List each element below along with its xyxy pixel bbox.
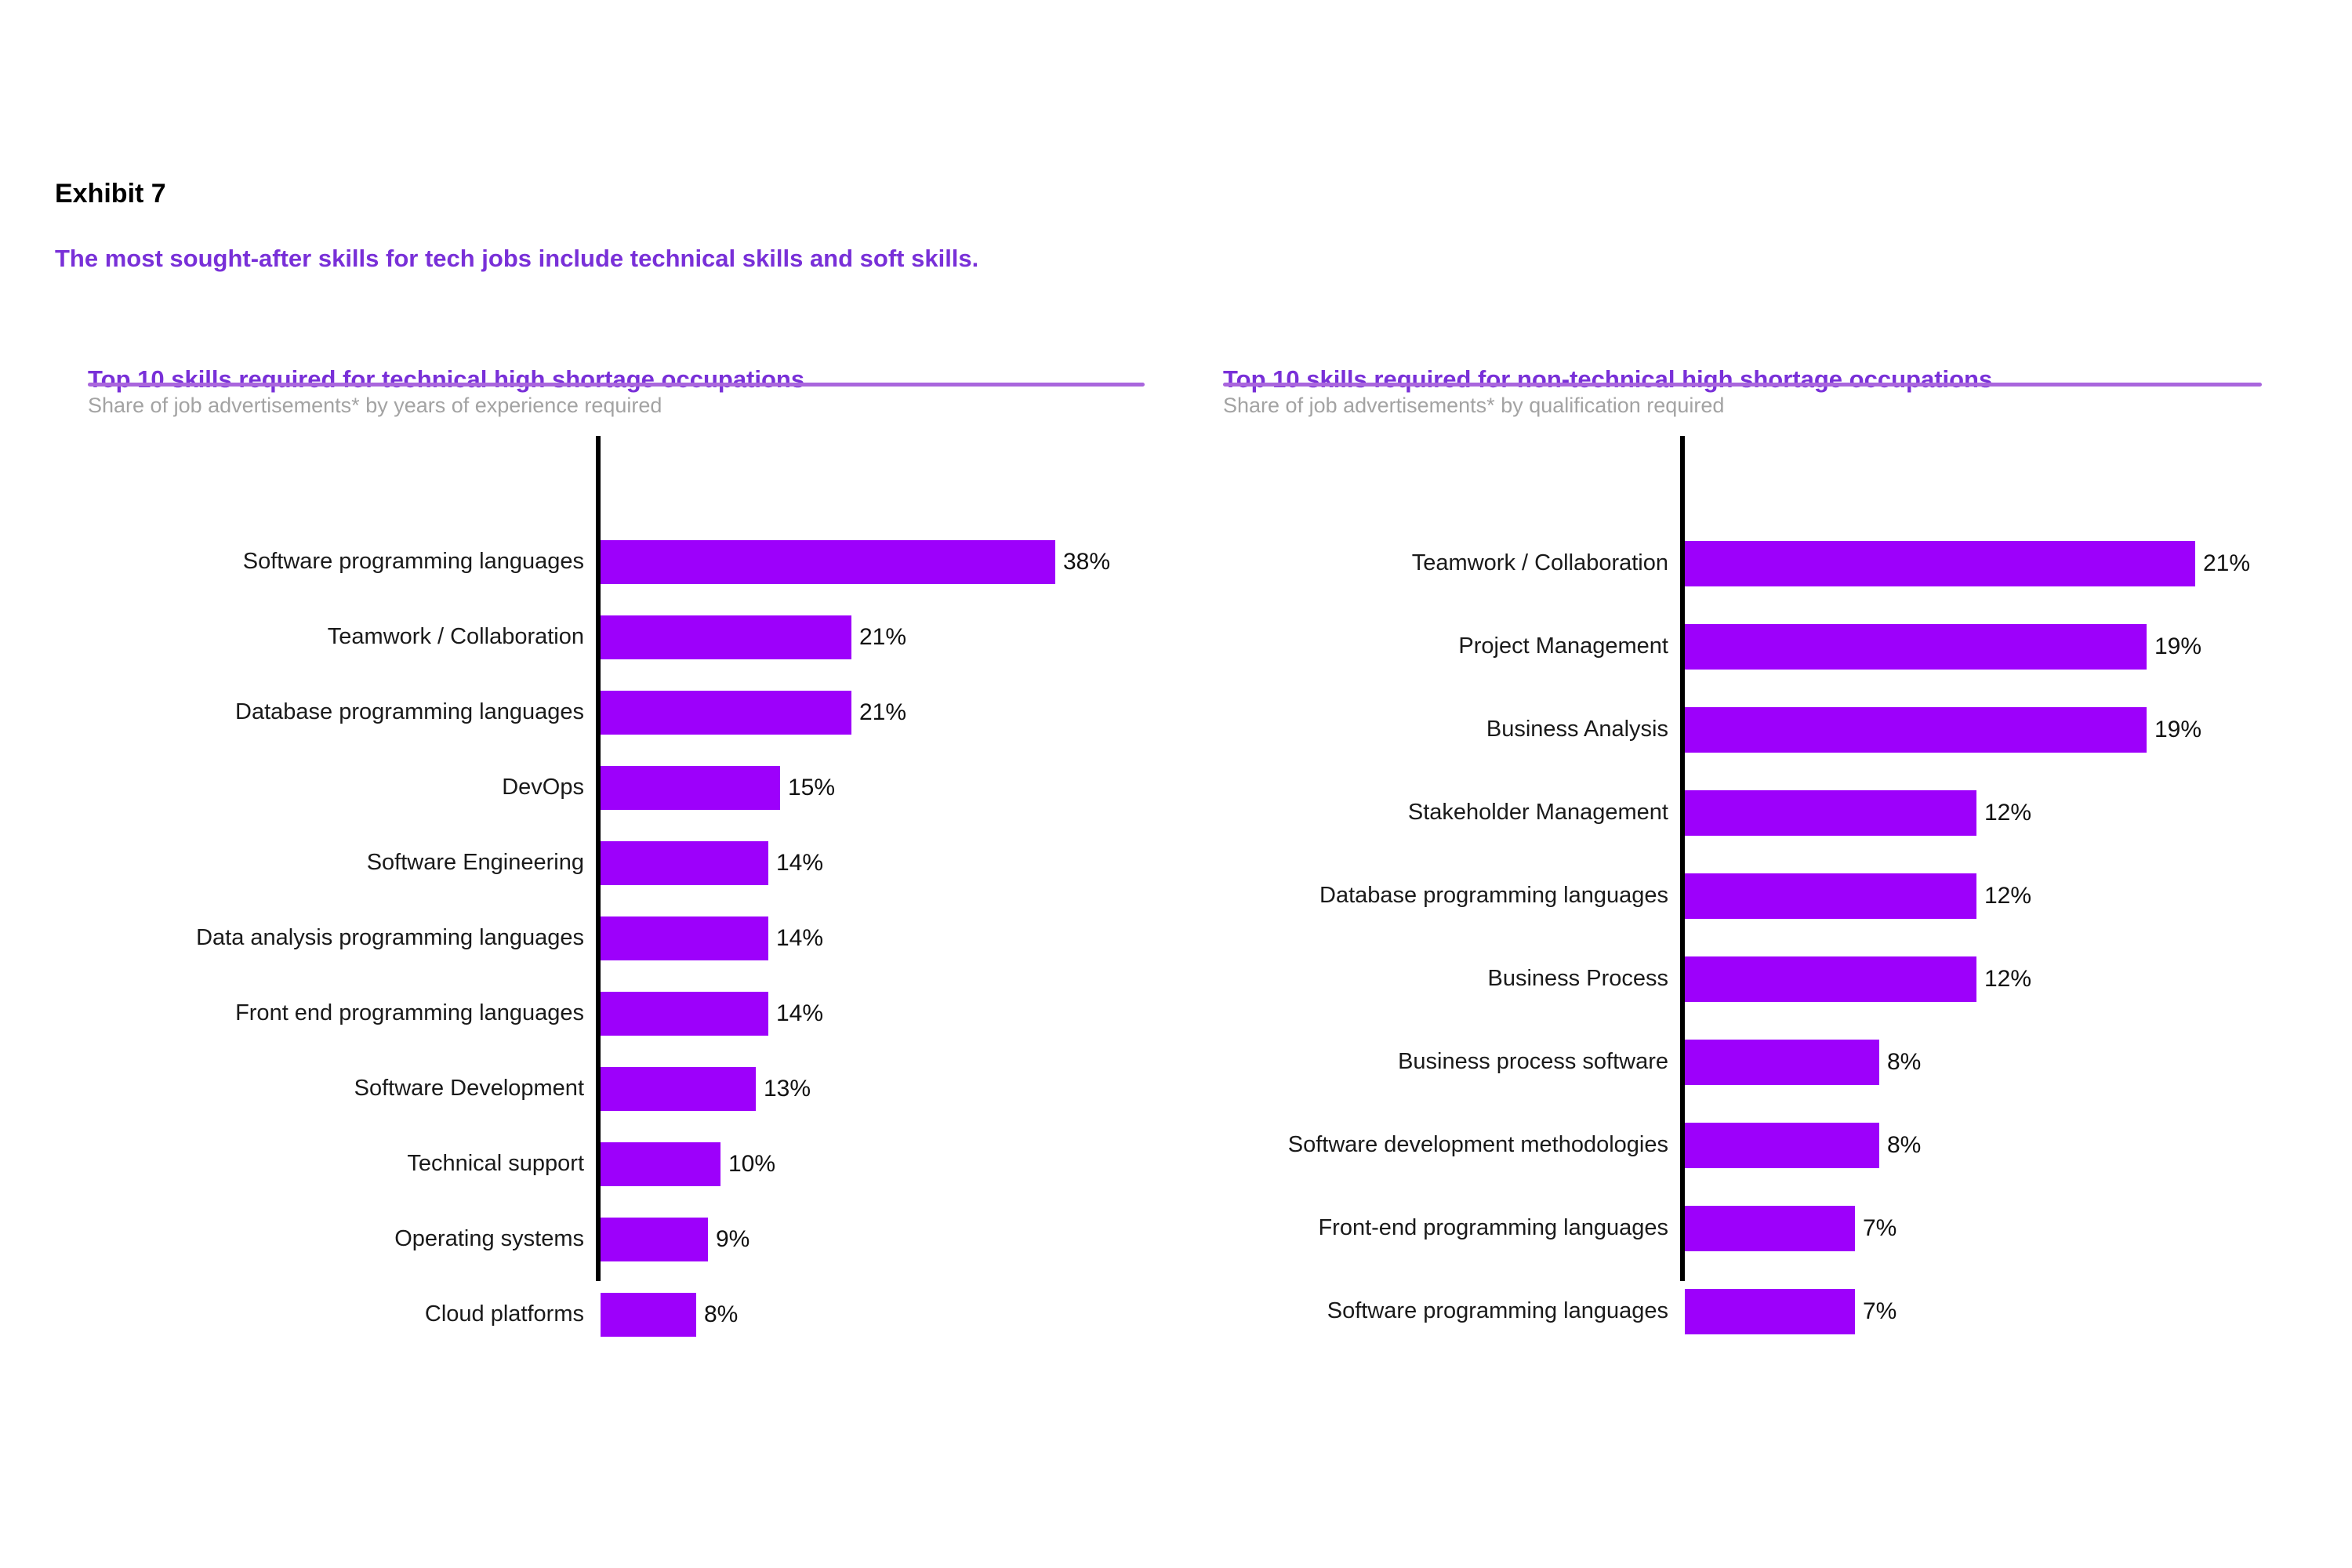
bar [1685,790,1976,836]
bar-row: Technical support 10% [88,1127,1145,1202]
bar [601,992,768,1036]
bar-category-label: Database programming languages [235,699,584,725]
chart-subtitle: Share of job advertisements* by qualific… [1223,394,1725,417]
title-underline [88,383,1145,387]
bar [1685,956,1976,1002]
bar-value-label: 21% [2203,550,2251,576]
bar-value-label: 10% [728,1151,776,1177]
exhibit-statement: The most sought-after skills for tech jo… [55,245,979,272]
bar-category-label: DevOps [502,775,584,800]
bar-row: Operating systems 9% [88,1202,1145,1277]
bar-row: Cloud platforms 8% [88,1277,1145,1352]
bar-value-label: 7% [1863,1298,1897,1324]
bar-value-label: 9% [716,1226,750,1252]
bar-category-label: Data analysis programming languages [196,925,584,951]
bar [601,841,768,885]
bar-category-label: Teamwork / Collaboration [327,624,584,650]
bar-row: Project Management 19% [1223,605,2262,688]
bar-category-label: Software Development [354,1076,584,1102]
bar-row: Teamwork / Collaboration 21% [1223,522,2262,605]
bar [1685,1206,1855,1251]
bar-category-label: Software development methodologies [1287,1132,1668,1158]
bar-category-label: Software Engineering [366,850,584,876]
bar-value-label: 19% [2154,717,2202,742]
bar-category-label: Project Management [1458,633,1668,659]
bar-value-label: 14% [776,1000,824,1026]
bar-value-label: 7% [1863,1215,1897,1241]
bar [601,1218,708,1261]
bar-row: Teamwork / Collaboration 21% [88,600,1145,675]
bar [601,916,768,960]
bar [601,766,780,810]
chart-title: Top 10 skills required for technical hig… [88,365,805,393]
bar-category-label: Stakeholder Management [1407,800,1668,826]
bar-category-label: Database programming languages [1319,883,1668,909]
bar-value-label: 15% [788,775,836,800]
bar [601,1067,756,1111]
bar [601,540,1055,584]
bar-value-label: 21% [859,624,907,650]
bar-category-label: Cloud platforms [424,1301,584,1327]
bar-category-label: Business Process [1487,966,1669,992]
bar-category-label: Software programming languages [242,549,584,575]
title-underline [1223,383,2262,387]
bar-row: Stakeholder Management 12% [1223,771,2262,855]
bar-category-label: Business Analysis [1486,717,1668,742]
bar-row: Database programming languages 12% [1223,855,2262,938]
bar-category-label: Front end programming languages [235,1000,584,1026]
chart-title: Top 10 skills required for non-technical… [1223,365,1993,393]
y-axis-line [596,436,601,1281]
bar-row: DevOps 15% [88,750,1145,826]
bar-row: Software development methodologies 8% [1223,1104,2262,1187]
bar-row: Business process software 8% [1223,1021,2262,1104]
bar-row: Software Development 13% [88,1051,1145,1127]
bar [1685,1123,1879,1168]
bar-category-label: Teamwork / Collaboration [1411,550,1668,576]
bar [1685,624,2147,670]
bar-row: Business Process 12% [1223,938,2262,1021]
bar-category-label: Operating systems [394,1226,584,1252]
bar [601,1293,696,1337]
chart-subtitle: Share of job advertisements* by years of… [88,394,662,417]
bar-value-label: 12% [1984,966,2032,992]
bar-value-label: 14% [776,850,824,876]
bar-row: Database programming languages 21% [88,675,1145,750]
bar-value-label: 19% [2154,633,2202,659]
bar-category-label: Technical support [407,1151,584,1177]
bar-row: Software Engineering 14% [88,826,1145,901]
bar-value-label: 12% [1984,800,2032,826]
bar-category-label: Business process software [1398,1049,1668,1075]
y-axis-line [1680,436,1685,1281]
exhibit-label: Exhibit 7 [55,179,166,209]
bar-category-label: Front-end programming languages [1318,1215,1668,1241]
bar [601,1142,720,1186]
bar-value-label: 8% [704,1301,739,1327]
bar-value-label: 13% [764,1076,811,1102]
bar-value-label: 8% [1887,1049,1922,1075]
bar [601,691,851,735]
bar-value-label: 12% [1984,883,2032,909]
bar-row: Software programming languages 38% [88,524,1145,600]
bar-value-label: 21% [859,699,907,725]
bar [1685,1289,1855,1334]
bar-row: Software programming languages 7% [1223,1270,2262,1353]
bar [1685,541,2195,586]
bar [601,615,851,659]
bar-row: Data analysis programming languages 14% [88,901,1145,976]
bar-row: Business Analysis 19% [1223,688,2262,771]
bar-row: Front-end programming languages 7% [1223,1187,2262,1270]
bar [1685,707,2147,753]
bar-value-label: 38% [1063,549,1111,575]
bar-row: Front end programming languages 14% [88,976,1145,1051]
bar-rows: Software programming languages 38% Teamwor… [88,524,1145,1352]
bar [1685,873,1976,919]
bar-value-label: 14% [776,925,824,951]
bar-category-label: Software programming languages [1327,1298,1668,1324]
bar [1685,1040,1879,1085]
bar-value-label: 8% [1887,1132,1922,1158]
bar-rows: Teamwork / Collaboration 21% Project Manag… [1223,522,2262,1353]
